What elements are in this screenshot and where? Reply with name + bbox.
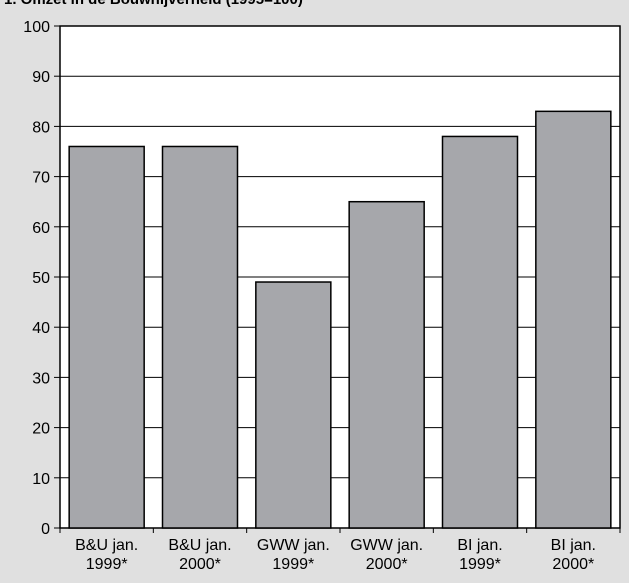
- y-tick-label: 10: [32, 471, 50, 488]
- x-tick-label-line: BI jan.: [551, 537, 596, 554]
- y-tick-label: 70: [32, 170, 50, 187]
- x-tick-label-line: GWW jan.: [257, 537, 330, 554]
- x-tick-label: B&U jan. 1999*: [75, 537, 138, 573]
- y-tick-label: 40: [32, 320, 50, 337]
- y-tick-label: 20: [32, 421, 50, 438]
- bar: [68, 145, 145, 529]
- x-tick-label-line: 1999*: [459, 556, 501, 573]
- x-tick-label: BI jan. 1999*: [457, 537, 502, 573]
- y-tick-label: 30: [32, 370, 50, 387]
- gridlines: [60, 75, 620, 479]
- x-tick-label: BI jan. 2000*: [551, 537, 596, 573]
- y-tick-label: 90: [32, 69, 50, 86]
- bar: [348, 200, 425, 529]
- y-tick-label: 50: [32, 270, 50, 287]
- chart-title: 1. Omzet in de Bouwnijverheid (1995=100): [4, 0, 303, 8]
- x-tick-label-line: GWW jan.: [350, 537, 423, 554]
- x-tick-label-line: 2000*: [179, 556, 221, 573]
- x-axis: B&U jan. 1999*B&U jan. 2000*GWW jan. 1999*G…: [59, 528, 621, 573]
- y-tick-label: 60: [32, 220, 50, 237]
- x-tick-label-line: B&U jan.: [75, 537, 138, 554]
- y-tick-label: 0: [41, 521, 50, 538]
- bar: [535, 110, 612, 529]
- x-tick-label-line: BI jan.: [457, 537, 502, 554]
- x-tick-label-line: B&U jan.: [168, 537, 231, 554]
- x-tick-label: B&U jan. 2000*: [168, 537, 231, 573]
- bars: [68, 110, 612, 529]
- bar: [161, 145, 239, 529]
- y-tick-label: 80: [32, 119, 50, 136]
- bar: [255, 281, 332, 529]
- x-tick-label-line: 2000*: [366, 556, 408, 573]
- x-tick-label-line: 1999*: [86, 556, 128, 573]
- x-tick-label-line: 1999*: [272, 556, 314, 573]
- x-tick-label-line: 2000*: [552, 556, 594, 573]
- y-tick-label: 100: [23, 19, 50, 36]
- x-tick-label: GWW jan. 1999*: [257, 537, 330, 573]
- bar: [441, 135, 519, 529]
- y-axis: 0 10 20 30 40 50 60 70 80 90 100: [23, 19, 60, 538]
- x-tick-label: GWW jan. 2000*: [350, 537, 423, 573]
